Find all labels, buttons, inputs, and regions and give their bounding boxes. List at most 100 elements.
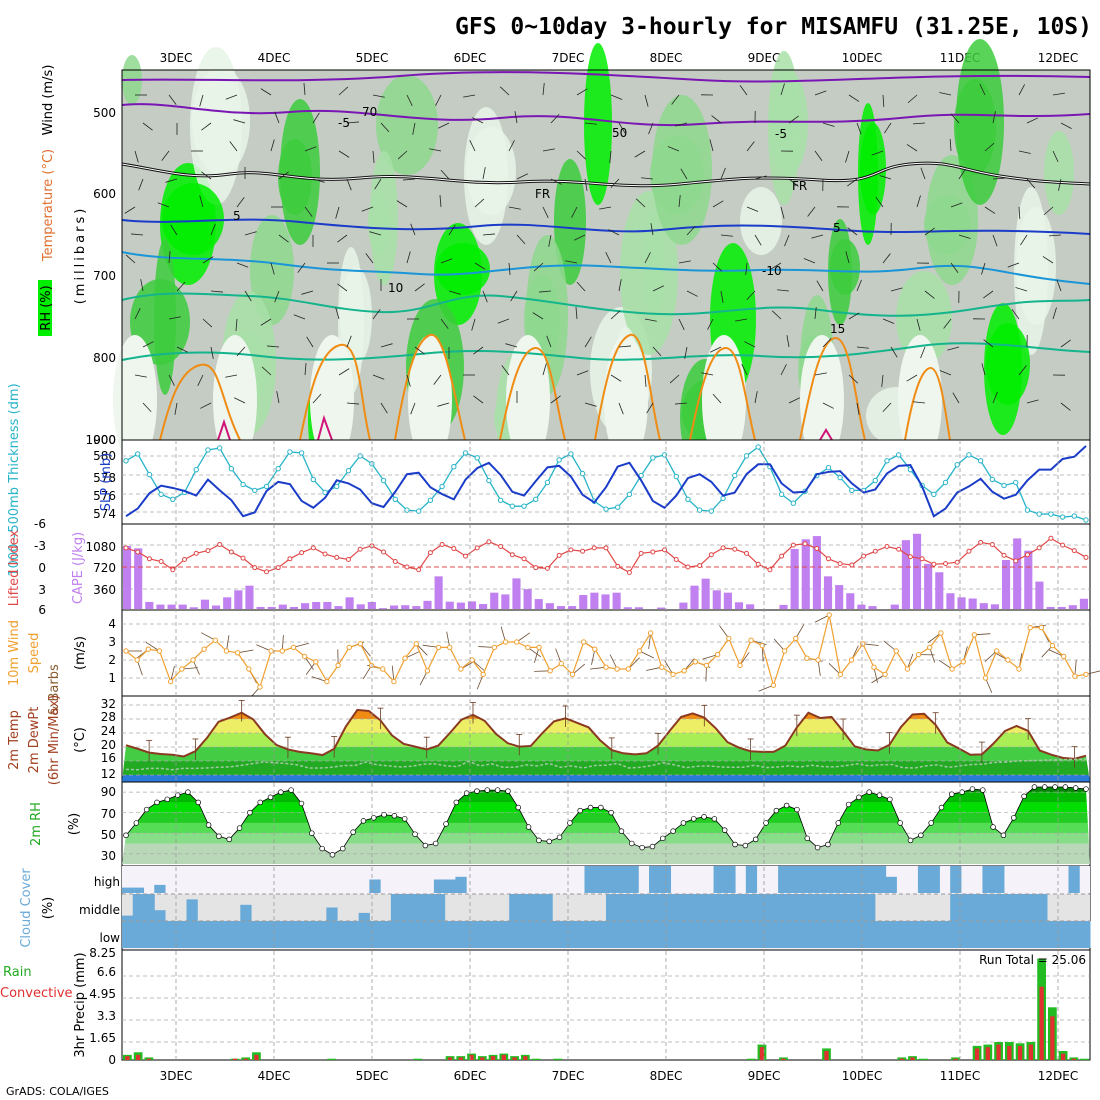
cape-bar <box>957 597 966 609</box>
cloud-bar <box>907 921 919 948</box>
slp-axis-label: SLP (mb) <box>99 453 114 512</box>
wind-barb <box>648 122 654 135</box>
thickness-marker <box>486 477 492 484</box>
rh-blob <box>280 99 320 245</box>
wind-barb <box>881 374 884 387</box>
t2m-label-c: (6hr Min/Max) <box>47 695 62 785</box>
cloud-bar <box>1003 894 1016 921</box>
rh2m-marker <box>350 829 356 835</box>
rh2m-marker <box>598 804 604 811</box>
wind-barb <box>406 251 411 264</box>
cloud-bar <box>670 921 682 948</box>
cloud-bar <box>272 921 284 948</box>
rh2m-marker <box>732 841 738 848</box>
cloud-bar <box>1046 921 1059 948</box>
rh2m-marker <box>763 820 769 826</box>
contour-label: -5 <box>338 116 350 130</box>
thickness-marker <box>415 508 422 514</box>
wind10m-marker <box>580 639 587 645</box>
cape-bar <box>746 604 755 609</box>
wind-barb <box>463 94 476 98</box>
lifted-index-marker <box>743 550 749 556</box>
cloud-bar <box>1036 921 1048 948</box>
wind-barb <box>338 150 350 158</box>
lifted-index-marker <box>310 545 316 551</box>
lifted-index-marker <box>849 562 855 568</box>
cloud-bar <box>541 921 553 948</box>
wind-barb <box>680 168 688 180</box>
cape-bar <box>367 602 376 609</box>
wind10m-marker <box>402 655 408 661</box>
wind10m-marker <box>804 655 810 661</box>
lifted-index-marker <box>1001 552 1007 558</box>
rh2m-marker <box>907 837 914 844</box>
wind-barb <box>610 310 621 320</box>
cloud-bar <box>530 894 542 921</box>
wind-barb <box>847 178 858 187</box>
rh2m-marker <box>143 806 150 813</box>
thickness-marker <box>743 453 750 459</box>
rh2m-panel: 30 50 70 90 2m RH (%) <box>29 781 1091 867</box>
wind-barb <box>848 94 860 102</box>
wind-barb <box>346 402 359 405</box>
wind-barb <box>202 256 214 264</box>
cloud-bar <box>186 899 198 921</box>
thickness-marker <box>1083 517 1089 523</box>
cloud-bar <box>864 894 876 921</box>
wind-barb <box>210 290 223 293</box>
wind10m-marker <box>480 671 486 678</box>
precip-convective-bar <box>996 1044 1001 1060</box>
wind-barb <box>197 374 204 386</box>
wind-barb <box>260 318 272 326</box>
rh2m-marker <box>918 832 924 839</box>
wind-barb <box>720 234 733 237</box>
wind-barb <box>312 393 322 404</box>
y-tick-label: 720 <box>93 561 116 575</box>
bottom-date-labels: 3DEC 4DEC 5DEC 6DEC 7DEC 8DEC 9DEC 10DEC… <box>160 1069 1079 1083</box>
rh2m-marker <box>959 789 965 795</box>
t2m-label-a: 2m Temp <box>7 710 22 770</box>
top-date-label: 9DEC <box>748 51 781 65</box>
precip-total-bar <box>1069 1057 1079 1060</box>
precip-axis-label: 3hr Precip (mm) <box>73 952 88 1057</box>
cloud-bar <box>842 866 854 893</box>
cape-bar <box>289 606 299 609</box>
wind10m-marker <box>860 641 866 647</box>
precip-convective-bar <box>254 1054 259 1060</box>
wind-barb <box>788 397 800 404</box>
wind-barb <box>514 111 518 124</box>
wind10m-marker <box>737 662 743 669</box>
cloud-bar <box>122 921 134 948</box>
wind-barb <box>397 150 408 160</box>
wind10m-marker <box>748 637 754 643</box>
cloud-bar <box>649 894 661 921</box>
wind-barb <box>548 234 552 247</box>
wind-barb <box>712 393 722 404</box>
cloud-bar <box>724 921 736 948</box>
top-date-label: 3DEC <box>160 51 193 65</box>
lifted-index-marker <box>591 545 597 551</box>
contour-label: 5 <box>233 209 241 223</box>
wind10m-marker <box>357 641 364 647</box>
cloud-bar <box>627 921 639 948</box>
cape-bar <box>234 590 243 609</box>
wind-barb <box>848 312 860 320</box>
precip-convective-bar <box>953 1058 958 1060</box>
precip-convective-bar <box>1039 986 1044 1060</box>
wind-barb <box>646 402 654 414</box>
wind-barb <box>138 178 144 191</box>
cape-bar <box>779 604 788 609</box>
wind-barb <box>906 144 918 152</box>
lifted-index-marker <box>943 561 949 567</box>
wind-barb <box>709 139 714 152</box>
wind-barb <box>584 336 592 348</box>
wind10m-marker <box>960 659 966 665</box>
wind-barb <box>675 402 688 405</box>
y-tick-label: 8.25 <box>89 946 116 960</box>
wind-barb <box>201 122 212 131</box>
wind-barb <box>429 148 442 152</box>
wind-barb <box>236 197 245 208</box>
rh-band <box>122 822 1090 834</box>
thickness-marker <box>790 500 797 506</box>
